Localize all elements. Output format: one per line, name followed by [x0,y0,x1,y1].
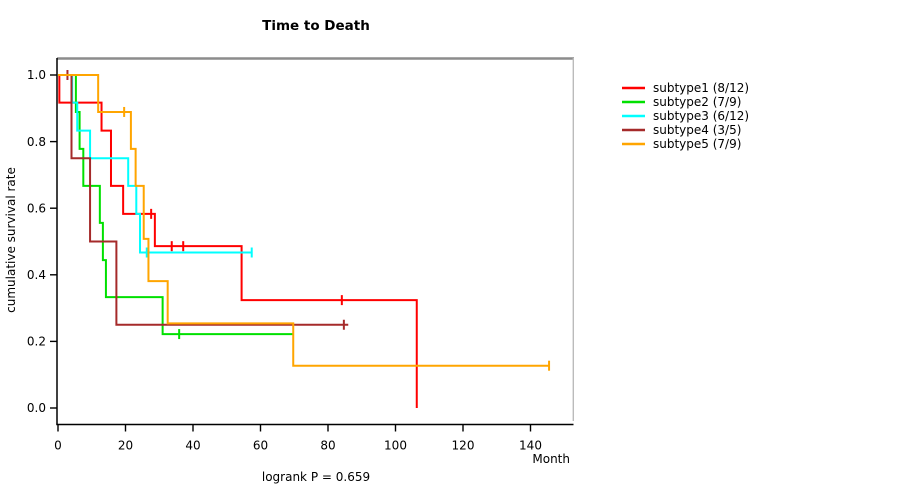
x-tick-label: 100 [384,439,407,453]
x-tick-label: 20 [118,439,133,453]
survival-curve-group-subtype3 [58,74,253,258]
x-axis-ticks: 0 20 40 60 80 100 120 140 [54,424,542,453]
legend-item-subtype3: subtype3 (6/12) [622,109,749,123]
legend-item-subtype2: subtype2 (7/9) [622,95,741,109]
survival-curve-group-subtype5 [58,74,551,371]
x-tick-label: 0 [54,439,62,453]
legend-item-subtype1: subtype1 (8/12) [622,81,749,95]
legend-label-subtype1: subtype1 (8/12) [653,81,749,95]
survival-curve-subtype4 [58,74,349,326]
legend-label-subtype3: subtype3 (6/12) [653,109,749,123]
y-tick-label: 0.4 [27,268,46,282]
y-tick-label: 0.6 [27,201,46,215]
legend: subtype1 (8/12)subtype2 (7/9)subtype3 (6… [622,81,749,151]
legend-label-subtype2: subtype2 (7/9) [653,95,741,109]
y-axis-ticks: 1.0 0.8 0.6 0.4 0.2 0.0 [27,68,57,415]
x-tick-label: 140 [519,439,542,453]
y-tick-label: 0.8 [27,135,46,149]
survival-curve-subtype5 [58,74,550,367]
survival-curve-subtype2 [58,74,293,336]
y-tick-label: 0.0 [27,401,46,415]
x-tick-label: 80 [320,439,335,453]
survival-curves [58,70,551,408]
legend-label-subtype5: subtype5 (7/9) [653,137,741,151]
x-tick-label: 40 [185,439,200,453]
x-tick-label: 60 [253,439,268,453]
survival-curve-subtype3 [58,74,252,254]
y-tick-label: 0.2 [27,335,46,349]
x-axis-label: Month [532,452,570,466]
logrank-footnote: logrank P = 0.659 [262,470,370,484]
y-tick-label: 1.0 [27,68,46,82]
legend-item-subtype5: subtype5 (7/9) [622,137,741,151]
plot-title: Time to Death [262,18,370,34]
y-axis-label: cumulative survival rate [4,167,18,313]
x-tick-label: 120 [452,439,475,453]
legend-label-subtype4: subtype4 (3/5) [653,123,741,137]
legend-item-subtype4: subtype4 (3/5) [622,123,741,137]
